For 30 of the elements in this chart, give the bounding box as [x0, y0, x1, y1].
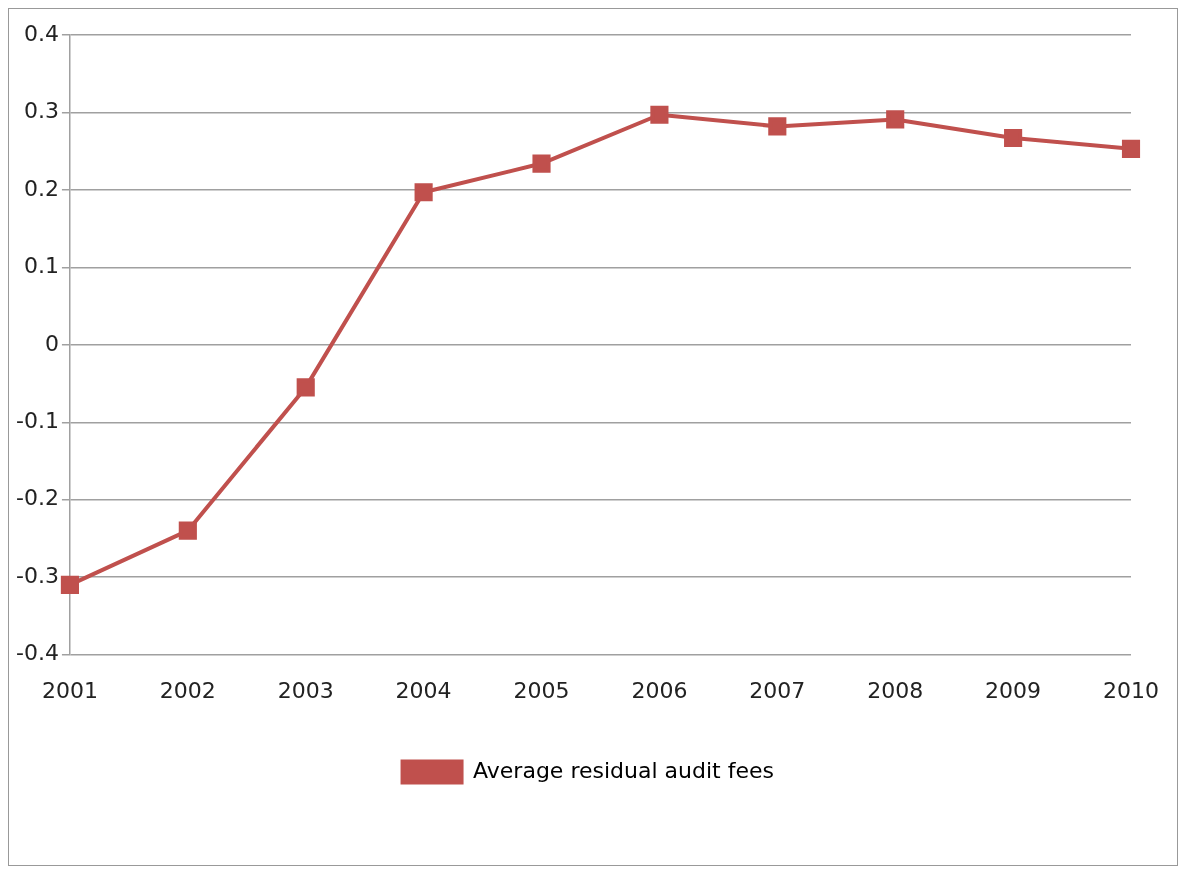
point — [60, 575, 79, 594]
y-tick-label: 0.2 — [23, 175, 59, 201]
y-tick-label: -0.3 — [15, 562, 59, 588]
x-tick-label: 2010 — [1103, 677, 1160, 703]
y-tick-label: 0.4 — [23, 20, 59, 46]
point — [650, 105, 669, 124]
legend-label: Average residual audit fees — [473, 757, 774, 783]
point — [1004, 128, 1023, 148]
point — [532, 154, 551, 173]
x-tick-label: 2007 — [749, 677, 806, 703]
x-tick-label: 2003 — [277, 677, 334, 703]
point — [1121, 139, 1141, 158]
x-tick-label: 2006 — [631, 677, 688, 703]
y-tick-label: 0.3 — [23, 98, 59, 124]
x-tick-label: 2001 — [41, 677, 98, 703]
y-tick-label: -0.2 — [15, 485, 59, 511]
point — [178, 521, 197, 540]
x-tick-label: 2009 — [985, 677, 1042, 703]
y-tick-label: 0.1 — [23, 253, 59, 279]
x-tick-label: 2005 — [513, 677, 570, 703]
x-tick-label: 2002 — [159, 677, 216, 703]
point — [886, 110, 905, 129]
x-tick-label: 2008 — [867, 677, 924, 703]
point — [768, 117, 787, 136]
point — [414, 183, 433, 202]
point — [296, 378, 315, 397]
y-tick-label: -0.4 — [15, 640, 59, 666]
x-tick-label: 2004 — [395, 677, 452, 703]
y-tick-label: -0.1 — [15, 407, 59, 433]
y-tick-label: 0 — [44, 330, 59, 356]
